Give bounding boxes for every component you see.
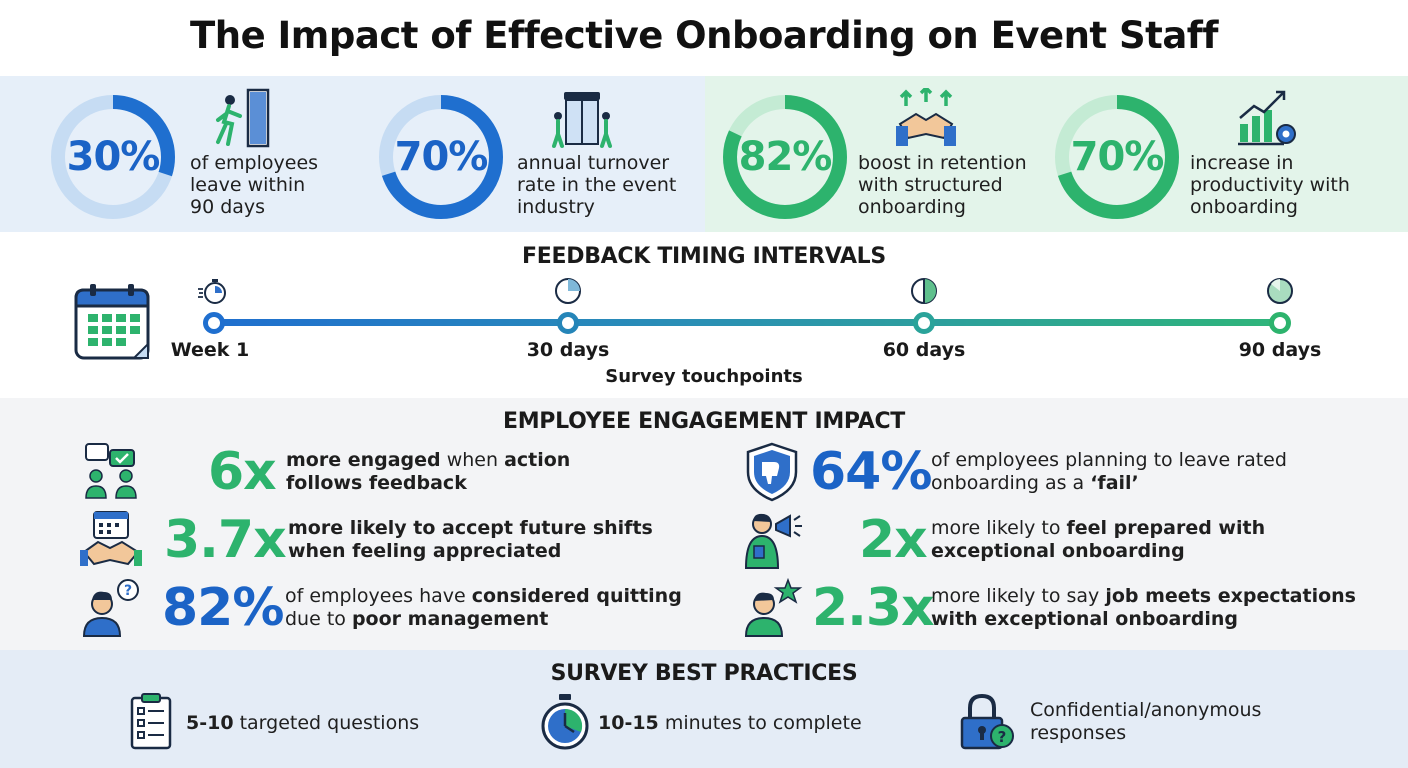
practice-text: Confidential/anonymous responses [1030, 699, 1262, 744]
engagement-item: 2.3x more likely to say job meets expect… [744, 578, 1364, 638]
revolving-door-icon [552, 92, 612, 148]
engagement-text: more likely to feel prepared with except… [931, 517, 1266, 562]
person-exiting-door-icon [216, 88, 270, 148]
confused-person-icon: ? [82, 579, 139, 637]
shield-thumbs-down-icon [746, 442, 798, 502]
full-pie-icon [1267, 278, 1293, 304]
donut-ring [379, 95, 503, 219]
engagement-item: 6x more engaged when action follows feed… [80, 442, 680, 502]
stat-description: increase in productivity with onboarding [1190, 152, 1350, 218]
practice-text: 10-15 minutes to complete [598, 712, 862, 734]
engagement-value: 64% [810, 442, 932, 502]
engagement-text: more likely to accept future shifts when… [288, 517, 653, 562]
practice-item: 5-10 targeted questions [128, 692, 448, 754]
svg-text:?: ? [124, 583, 132, 599]
handshake-arrows-icon [896, 88, 956, 146]
engagement-item: 3.7x more likely to accept future shifts… [80, 510, 680, 570]
stat-value: 30% [66, 134, 161, 180]
stat-value: 70% [394, 134, 489, 180]
clipboard-checklist-icon [130, 693, 172, 750]
half-pie-icon [911, 278, 937, 304]
stat-value: 70% [1070, 134, 1165, 180]
engagement-item: ? 82% of employees have considered quitt… [80, 578, 700, 638]
stopwatch-icon [198, 279, 226, 304]
stat-card: 30% of employees leave within 90 days [48, 88, 348, 222]
engagement-section [0, 398, 1408, 650]
lock-question-icon: ? [960, 693, 1014, 750]
donut-ring [1055, 95, 1179, 219]
donut-arc [1055, 95, 1179, 219]
chat-people-icon [85, 443, 137, 499]
engagement-value: 82% [162, 578, 284, 638]
growth-chart-gear-icon [1238, 90, 1296, 146]
donut-ring [51, 95, 175, 219]
stopwatch-icon [541, 694, 589, 750]
stat-value: 82% [738, 134, 833, 180]
engagement-item: 2x more likely to feel prepared with exc… [744, 510, 1364, 570]
engagement-text: of employees have considered quitting du… [285, 585, 682, 630]
engagement-value: 3.7x [164, 510, 287, 570]
practice-text: 5-10 targeted questions [186, 712, 420, 734]
stat-card: 82% boost in retention with structured o… [720, 88, 1040, 222]
page-title: The Impact of Effective Onboarding on Ev… [189, 14, 1219, 57]
engagement-value: 2x [859, 510, 928, 570]
megaphone-person-icon [744, 513, 802, 569]
timeline-label: Week 1 [170, 339, 250, 361]
timeline-node [557, 312, 579, 334]
engagement-value: 2.3x [812, 578, 935, 638]
practice-item: 10-15 minutes to complete [538, 692, 878, 754]
timeline-node [203, 312, 225, 334]
svg-text:?: ? [998, 728, 1007, 746]
calendar-icon [74, 284, 150, 360]
best-practices-title: SURVEY BEST PRACTICES [550, 661, 858, 686]
engagement-item: 64% of employees planning to leave rated… [744, 442, 1364, 502]
donut-arc [379, 95, 503, 219]
practice-item: ? Confidential/anonymous responses [960, 692, 1320, 754]
stat-description: boost in retention with structured onboa… [858, 152, 1027, 218]
feedback-section-title: FEEDBACK TIMING INTERVALS [522, 244, 886, 269]
timeline-label: 30 days [526, 339, 610, 361]
donut-arc [51, 95, 175, 219]
donut-arc [723, 95, 847, 219]
quarter-pie-icon [555, 278, 581, 304]
timeline-label: 60 days [882, 339, 966, 361]
timeline-node [913, 312, 935, 334]
star-person-icon [744, 578, 803, 637]
engagement-text: more engaged when action follows feedbac… [286, 449, 571, 494]
stat-description: of employees leave within 90 days [190, 152, 319, 218]
timeline-caption: Survey touchpoints [605, 366, 803, 387]
stat-card: 70% annual turnover rate in the event in… [376, 92, 696, 222]
timeline-track [214, 319, 1280, 326]
calendar-handshake-icon [80, 511, 142, 566]
stat-description: annual turnover rate in the event indust… [517, 152, 677, 218]
engagement-value: 6x [208, 442, 277, 502]
best-practices-section [0, 650, 1408, 768]
engagement-section-title: EMPLOYEE ENGAGEMENT IMPACT [502, 409, 905, 434]
donut-ring [723, 95, 847, 219]
engagement-text: of employees planning to leave rated onb… [931, 449, 1287, 494]
timeline-label: 90 days [1238, 339, 1322, 361]
timeline-node [1269, 312, 1291, 334]
engagement-text: more likely to say job meets expectation… [931, 585, 1356, 630]
stat-card: 70% increase in productivity with onboar… [1052, 90, 1372, 222]
